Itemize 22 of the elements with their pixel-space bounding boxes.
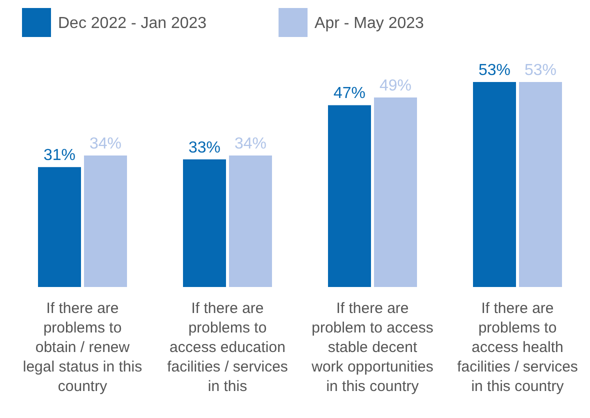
legend-label: Apr - May 2023	[314, 15, 424, 32]
data-label: 34%	[89, 135, 122, 152]
x-tick-label: If there are problems to access education facilities / services in this	[167, 300, 288, 395]
data-label: 49%	[379, 77, 412, 94]
bar	[374, 97, 417, 287]
data-label: 47%	[333, 85, 366, 102]
bar	[183, 159, 226, 287]
bar	[229, 155, 272, 287]
x-tick-label: If there are problems to obtain / renew legal status in this country	[22, 300, 142, 395]
data-label: 33%	[188, 139, 221, 156]
bar	[84, 155, 127, 287]
bar	[473, 82, 516, 287]
x-tick-label: If there are problems to access health facilities / services in this country	[457, 300, 578, 395]
data-label: 53%	[524, 62, 557, 79]
data-label: 31%	[43, 147, 76, 164]
bar	[328, 105, 371, 287]
legend-label: Dec 2022 - Jan 2023	[58, 15, 207, 32]
bar	[519, 82, 562, 287]
data-label: 53%	[478, 62, 511, 79]
data-label: 34%	[234, 135, 267, 152]
bar	[38, 167, 81, 287]
x-tick-label: If there are problem to access stable decent work opportunities in this country	[310, 300, 434, 395]
